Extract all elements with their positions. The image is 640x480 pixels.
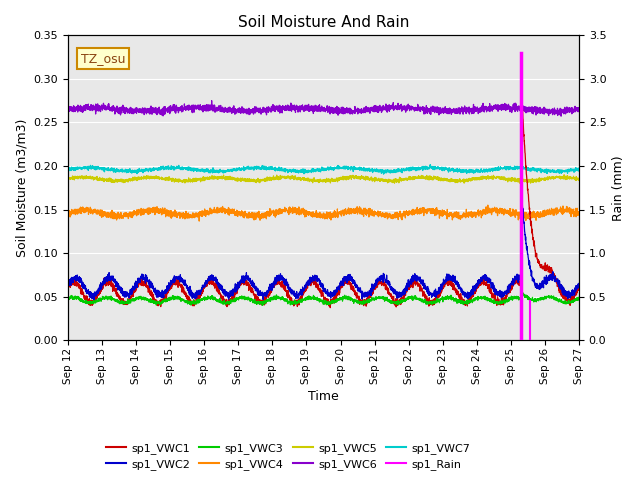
X-axis label: Time: Time [308,390,339,403]
Title: Soil Moisture And Rain: Soil Moisture And Rain [238,15,409,30]
Legend: sp1_VWC1, sp1_VWC2, sp1_VWC3, sp1_VWC4, sp1_VWC5, sp1_VWC6, sp1_VWC7, sp1_Rain: sp1_VWC1, sp1_VWC2, sp1_VWC3, sp1_VWC4, … [101,438,475,474]
Text: TZ_osu: TZ_osu [81,52,125,65]
Y-axis label: Soil Moisture (m3/m3): Soil Moisture (m3/m3) [15,119,28,257]
Y-axis label: Rain (mm): Rain (mm) [612,155,625,221]
